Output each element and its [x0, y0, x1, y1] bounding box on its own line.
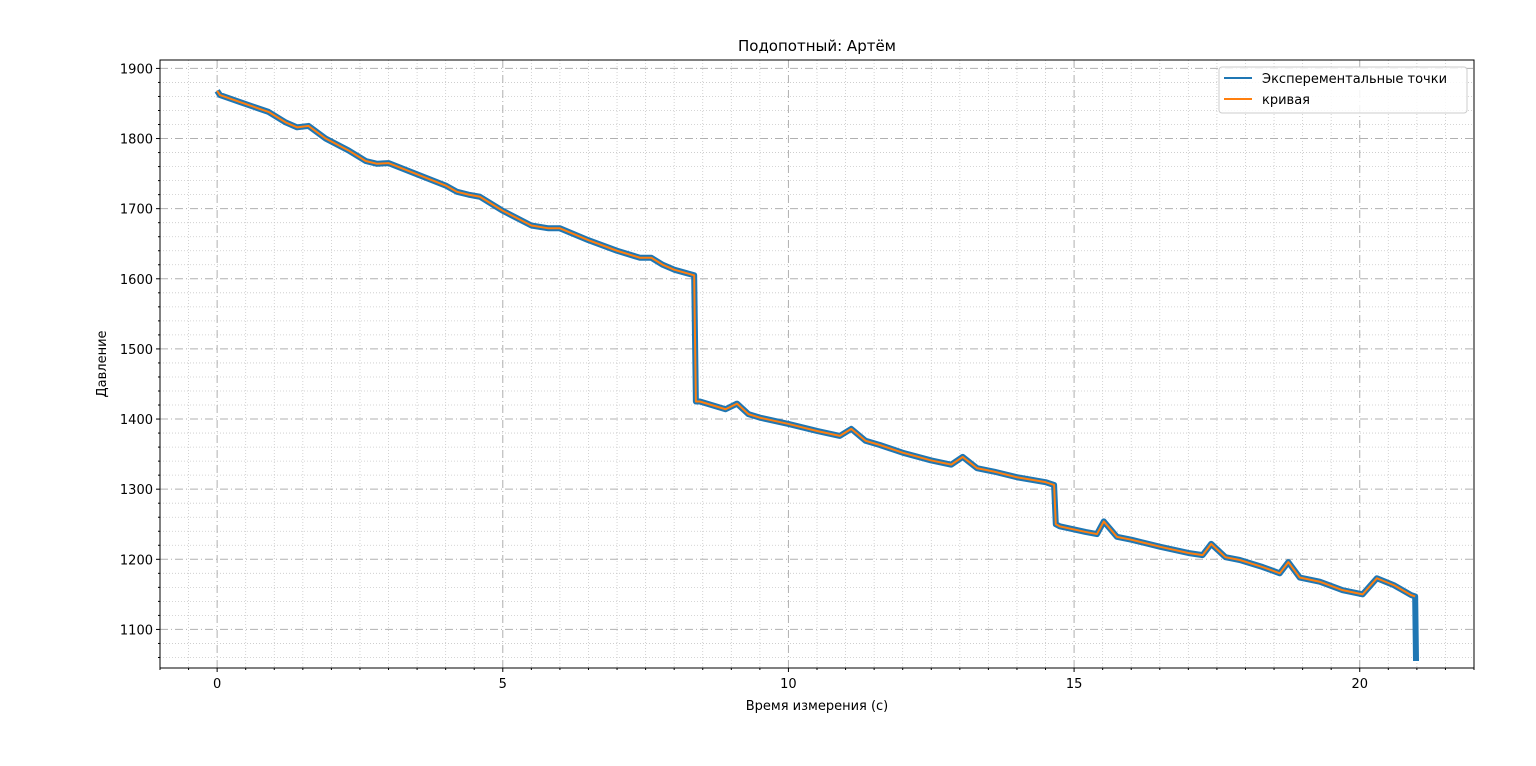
series-curve: [216, 90, 1416, 598]
legend: Эксперементальные точки кривая: [1218, 66, 1468, 114]
y-tick-label: 1800: [120, 133, 153, 148]
y-tick-label: 1400: [120, 413, 153, 428]
x-tick-label: 0: [213, 677, 221, 692]
x-axis-label: Время измерения (с): [746, 699, 889, 714]
plot-series: [214, 89, 1420, 662]
legend-label-curve: кривая: [1262, 93, 1310, 108]
axis-ticks: 0 5 10 15 20 1100 1200 1300 1400 1500 1600 1700 1800…: [120, 62, 1475, 692]
y-tick-label: 1600: [120, 273, 153, 288]
legend-box: [1218, 66, 1468, 114]
x-tick-label: 5: [499, 677, 507, 692]
y-tick-label: 1100: [120, 623, 153, 638]
legend-label-experimental: Эксперементальные точки: [1262, 72, 1447, 87]
x-tick-label: 15: [1066, 677, 1083, 692]
y-tick-label: 1700: [120, 203, 153, 218]
y-tick-label: 1300: [120, 483, 153, 498]
x-tick-label: 20: [1351, 677, 1368, 692]
y-tick-label: 1900: [120, 62, 153, 77]
y-tick-label: 1200: [120, 553, 153, 568]
x-tick-label: 10: [780, 677, 797, 692]
y-axis-label: Давление: [95, 330, 110, 397]
chart-title: Подопотный: Артём: [738, 37, 896, 55]
y-tick-label: 1500: [120, 343, 153, 358]
